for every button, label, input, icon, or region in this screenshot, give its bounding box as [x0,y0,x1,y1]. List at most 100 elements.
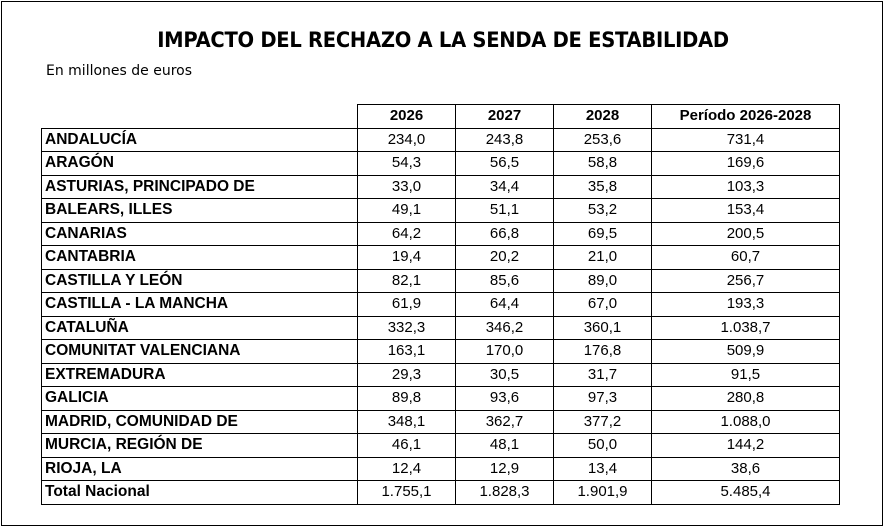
value-2027-cell: 362,7 [455,409,554,434]
value-2028-cell: 21,0 [553,245,652,270]
value-2028-cell: 67,0 [553,292,652,317]
value-period-cell: 144,2 [651,433,840,458]
value-period-cell: 509,9 [651,339,840,364]
region-cell: Total Nacional [41,480,358,505]
value-2027-cell: 346,2 [455,315,554,340]
value-period-cell: 91,5 [651,362,840,387]
region-cell: CATALUÑA [41,315,358,340]
value-period-cell: 280,8 [651,386,840,411]
value-2028-cell: 53,2 [553,198,652,223]
header-blank-cell [41,104,358,129]
region-cell: EXTREMADURA [41,362,358,387]
table-row: MURCIA, REGIÓN DE 46,1 48,1 50,0 144,2 [41,433,840,458]
table-row: ARAGÓN 54,3 56,5 58,8 169,6 [41,151,840,176]
value-2027-cell: 1.828,3 [455,480,554,505]
value-2028-cell: 58,8 [553,151,652,176]
table-row: EXTREMADURA 29,3 30,5 31,7 91,5 [41,362,840,387]
table-row: BALEARS, ILLES 49,1 51,1 53,2 153,4 [41,198,840,223]
value-2027-cell: 66,8 [455,221,554,246]
value-period-cell: 200,5 [651,221,840,246]
value-2026-cell: 33,0 [357,174,456,199]
region-cell: MURCIA, REGIÓN DE [41,433,358,458]
value-period-cell: 1.088,0 [651,409,840,434]
value-2026-cell: 46,1 [357,433,456,458]
value-2028-cell: 1.901,9 [553,480,652,505]
region-cell: CASTILLA Y LEÓN [41,268,358,293]
header-2026: 2026 [357,104,456,129]
table-body: ANDALUCÍA 234,0 243,8 253,6 731,4 ARAGÓN 54,3 5… [41,127,840,505]
value-2026-cell: 332,3 [357,315,456,340]
table-row: ANDALUCÍA 234,0 243,8 253,6 731,4 [41,127,840,152]
value-period-cell: 38,6 [651,456,840,481]
header-period: Período 2026-2028 [651,104,840,129]
value-2026-cell: 19,4 [357,245,456,270]
value-period-cell: 5.485,4 [651,480,840,505]
table-row: CANTABRIA 19,4 20,2 21,0 60,7 [41,245,840,270]
value-2027-cell: 243,8 [455,127,554,152]
value-2028-cell: 69,5 [553,221,652,246]
value-2027-cell: 34,4 [455,174,554,199]
table-row: MADRID, COMUNIDAD DE 348,1 362,7 377,2 1.088… [41,409,840,434]
table-row: CANARIAS 64,2 66,8 69,5 200,5 [41,221,840,246]
value-2026-cell: 1.755,1 [357,480,456,505]
value-2028-cell: 360,1 [553,315,652,340]
region-cell: GALICIA [41,386,358,411]
value-2027-cell: 64,4 [455,292,554,317]
value-2026-cell: 348,1 [357,409,456,434]
value-2027-cell: 170,0 [455,339,554,364]
page-title: IMPACTO DEL RECHAZO A LA SENDA DE ESTABI… [157,28,729,52]
region-cell: COMUNITAT VALENCIANA [41,339,358,364]
value-2028-cell: 13,4 [553,456,652,481]
value-2028-cell: 253,6 [553,127,652,152]
value-2028-cell: 176,8 [553,339,652,364]
value-2027-cell: 51,1 [455,198,554,223]
table-row: RIOJA, LA 12,4 12,9 13,4 38,6 [41,456,840,481]
region-cell: RIOJA, LA [41,456,358,481]
value-2026-cell: 12,4 [357,456,456,481]
region-cell: MADRID, COMUNIDAD DE [41,409,358,434]
value-period-cell: 256,7 [651,268,840,293]
table-row: CASTILLA - LA MANCHA 61,9 64,4 67,0 193,3 [41,292,840,317]
value-2026-cell: 64,2 [357,221,456,246]
table-header-row: 2026 2027 2028 Período 2026-2028 [41,104,840,129]
region-cell: BALEARS, ILLES [41,198,358,223]
value-2027-cell: 48,1 [455,433,554,458]
value-period-cell: 103,3 [651,174,840,199]
value-2027-cell: 30,5 [455,362,554,387]
table-row: COMUNITAT VALENCIANA 163,1 170,0 176,8 509,9 [41,339,840,364]
value-2027-cell: 93,6 [455,386,554,411]
value-2027-cell: 12,9 [455,456,554,481]
header-2027: 2027 [455,104,554,129]
value-period-cell: 193,3 [651,292,840,317]
value-2027-cell: 85,6 [455,268,554,293]
value-2028-cell: 31,7 [553,362,652,387]
value-2027-cell: 56,5 [455,151,554,176]
region-cell: ANDALUCÍA [41,127,358,152]
region-cell: CANARIAS [41,221,358,246]
value-period-cell: 60,7 [651,245,840,270]
data-table: 2026 2027 2028 Período 2026-2028 ANDALUC… [41,104,840,505]
value-2028-cell: 377,2 [553,409,652,434]
table-row: ASTURIAS, PRINCIPADO DE 33,0 34,4 35,8 103,3 [41,174,840,199]
value-2026-cell: 89,8 [357,386,456,411]
value-period-cell: 153,4 [651,198,840,223]
table-row: Total Nacional 1.755,1 1.828,3 1.901,9 5.485… [41,480,840,505]
header-2028: 2028 [553,104,652,129]
value-2026-cell: 82,1 [357,268,456,293]
page-subtitle: En millones de euros [46,63,193,79]
table-row: CATALUÑA 332,3 346,2 360,1 1.038,7 [41,315,840,340]
value-2026-cell: 234,0 [357,127,456,152]
value-2026-cell: 61,9 [357,292,456,317]
table-row: GALICIA 89,8 93,6 97,3 280,8 [41,386,840,411]
region-cell: ARAGÓN [41,151,358,176]
value-2026-cell: 29,3 [357,362,456,387]
value-period-cell: 731,4 [651,127,840,152]
value-2028-cell: 97,3 [553,386,652,411]
region-cell: ASTURIAS, PRINCIPADO DE [41,174,358,199]
value-2028-cell: 35,8 [553,174,652,199]
value-2028-cell: 89,0 [553,268,652,293]
value-2027-cell: 20,2 [455,245,554,270]
region-cell: CANTABRIA [41,245,358,270]
value-period-cell: 169,6 [651,151,840,176]
